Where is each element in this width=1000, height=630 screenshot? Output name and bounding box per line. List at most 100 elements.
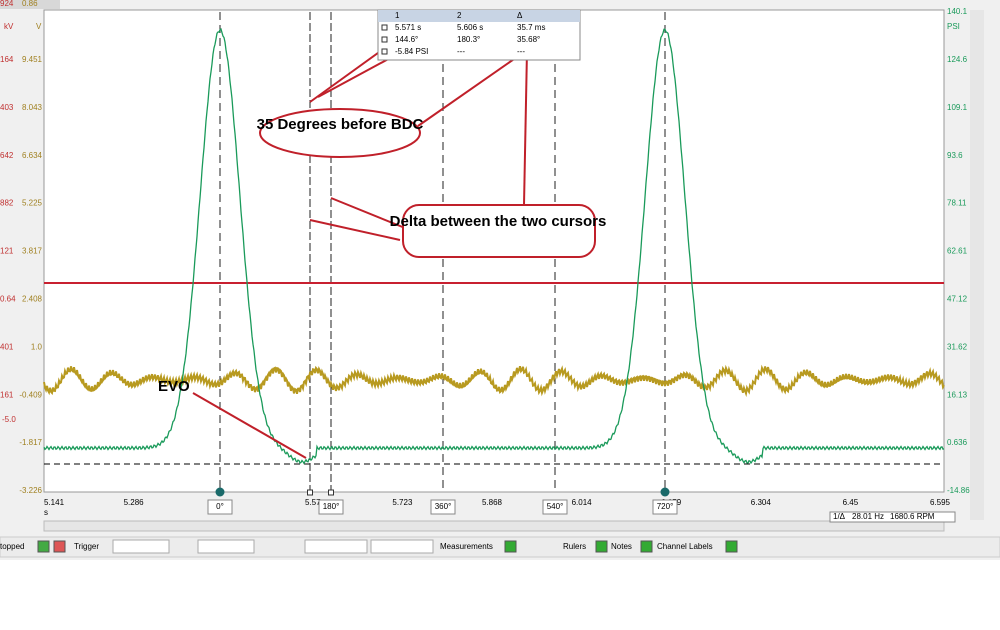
combo-box[interactable] <box>197 539 255 554</box>
x-label: 5.868 <box>482 498 503 507</box>
axis-b-label: -1.817 <box>19 438 42 447</box>
axis-a-label: 0.64 <box>0 295 16 304</box>
scrollbar[interactable] <box>970 10 984 520</box>
annotation-delta: Delta between the two cursors <box>390 213 607 230</box>
axis-b-label: 5.225 <box>22 199 43 208</box>
ruler-box <box>207 499 233 515</box>
row-icon <box>381 24 388 31</box>
ruler-label: 360° <box>435 502 452 511</box>
status-button[interactable] <box>595 540 608 553</box>
table-cell: 35.7 ms <box>517 23 545 32</box>
table-header: 2 <box>457 11 462 20</box>
combo-box[interactable] <box>370 539 434 554</box>
ruler-label: 720° <box>657 502 674 511</box>
status-button[interactable] <box>37 540 50 553</box>
axis-right-label: 0.636 <box>947 438 968 447</box>
annotation-bdc: 35 Degrees before BDC <box>257 116 424 133</box>
table-cell: 5.571 s <box>395 23 421 32</box>
status-item: topped <box>0 542 24 551</box>
green-trace <box>43 28 945 465</box>
status-button[interactable] <box>640 540 653 553</box>
unit-right: PSI <box>947 22 960 31</box>
axis-a-label: 882 <box>0 199 14 208</box>
combo-box[interactable] <box>112 539 170 554</box>
axis-a-label: 401 <box>0 342 14 351</box>
status-button[interactable] <box>725 540 738 553</box>
ruler-box <box>542 499 568 515</box>
axis-right-label: 31.62 <box>947 342 968 351</box>
axis-right-label: -14.86 <box>947 486 970 495</box>
axis-b-label: 9.451 <box>22 55 43 64</box>
axis-a-label: 161 <box>0 390 14 399</box>
axis-b-label: 3.817 <box>22 247 43 256</box>
table-cell: 144.6° <box>395 35 418 44</box>
x-label: 5.57 <box>305 498 321 507</box>
x-label: 5.141 <box>44 498 65 507</box>
axis-b-label: -3.226 <box>19 486 42 495</box>
freq-hz: 28.01 Hz <box>852 512 884 521</box>
axis-a-extra: -5.0 <box>2 415 16 424</box>
x-label: 5.286 <box>124 498 145 507</box>
status-item: Trigger <box>74 542 99 551</box>
status-item: Rulers <box>563 542 586 551</box>
table-cell: --- <box>517 47 525 56</box>
h-scrollbar[interactable] <box>43 520 945 532</box>
axis-a-top: 924 <box>0 0 14 8</box>
row-icon <box>381 36 388 43</box>
callouts <box>192 49 596 459</box>
cursor-handle <box>307 489 313 496</box>
axis-a-label: 403 <box>0 103 14 112</box>
x-unit: s <box>44 508 48 517</box>
x-label: 6.45 <box>843 498 859 507</box>
axis-b-top: 0.86 <box>22 0 38 8</box>
cursor-handle <box>328 489 334 496</box>
ruler-box <box>430 499 456 515</box>
table-cell: --- <box>457 47 465 56</box>
unit-b: V <box>36 22 42 31</box>
ruler-box <box>318 499 344 515</box>
annotation-evo: EVO <box>158 378 190 395</box>
axis-right-label: 140.1 <box>947 7 968 16</box>
status-item: Notes <box>611 542 632 551</box>
status-item: Measurements <box>440 542 493 551</box>
toolbar <box>0 0 60 9</box>
table-header: 1 <box>395 11 400 20</box>
ruler-label: 180° <box>323 502 340 511</box>
axis-right-label: 62.61 <box>947 247 968 256</box>
axis-b-label: 1.0 <box>31 342 43 351</box>
axis-b-label: 8.043 <box>22 103 43 112</box>
x-label: 6.014 <box>572 498 593 507</box>
axis-right-label: 78.11 <box>947 199 967 208</box>
ruler-handle <box>215 487 225 497</box>
axis-a-label: 164 <box>0 55 14 64</box>
status-button[interactable] <box>53 540 66 553</box>
x-label: 5.723 <box>392 498 413 507</box>
freq-prefix: 1/Δ <box>833 512 846 521</box>
axis-b-label: -0.409 <box>19 390 42 399</box>
combo-box[interactable] <box>304 539 368 554</box>
axis-right-label: 16.13 <box>947 390 968 399</box>
unit-a: kV <box>4 22 14 31</box>
ruler-handle <box>660 487 670 497</box>
table-cell: 180.3° <box>457 35 480 44</box>
ruler-label: 540° <box>547 502 564 511</box>
axis-right-label: 124.6 <box>947 55 968 64</box>
table-cell: 5.606 s <box>457 23 483 32</box>
axis-right-label: 93.6 <box>947 151 963 160</box>
x-label: 6.595 <box>930 498 951 507</box>
status-button[interactable] <box>504 540 517 553</box>
axis-a-label: 121 <box>0 247 14 256</box>
table-cell: 35.68° <box>517 35 540 44</box>
status-item: Channel Labels <box>657 542 713 551</box>
table-cell: -5.84 PSI <box>395 47 428 56</box>
table-header: Δ <box>517 11 523 20</box>
yellow-trace <box>43 364 945 398</box>
x-label: 6.304 <box>751 498 772 507</box>
row-icon <box>381 48 388 55</box>
ruler-label: 0° <box>216 502 224 511</box>
axis-b-label: 2.408 <box>22 295 43 304</box>
axis-right-label: 109.1 <box>947 103 968 112</box>
frequency-box <box>829 511 956 523</box>
axis-b-label: 6.634 <box>22 151 43 160</box>
